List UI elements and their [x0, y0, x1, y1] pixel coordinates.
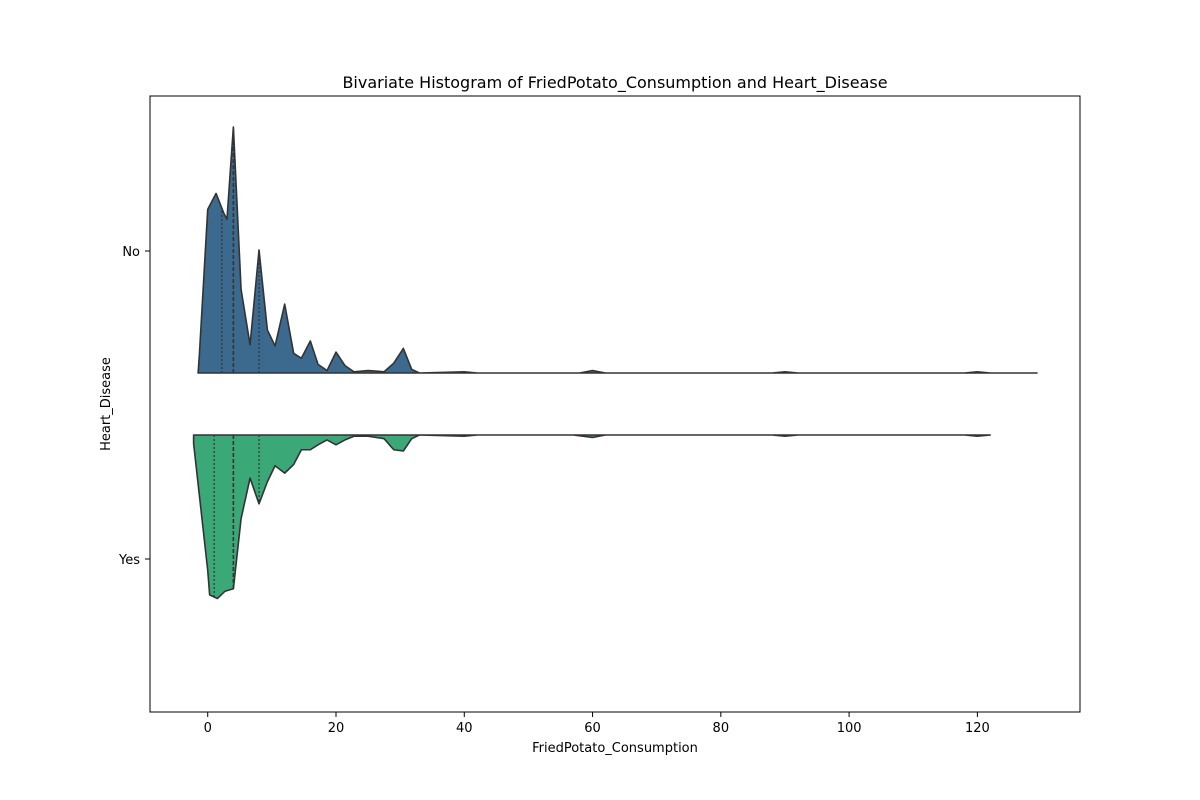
x-tick-label: 120 [965, 721, 990, 736]
x-tick-label: 60 [584, 721, 601, 736]
x-tick-label: 40 [456, 721, 473, 736]
violin-no [197, 126, 1038, 374]
violin-yes [192, 434, 992, 600]
y-tick-label-no: No [122, 245, 140, 260]
x-tick-label: 20 [328, 721, 345, 736]
y-ticks: No Yes [118, 245, 150, 568]
axes-frame [149, 95, 1081, 713]
y-tick-label-yes: Yes [118, 553, 140, 568]
x-tick-label: 0 [204, 721, 212, 736]
x-tick-label: 100 [837, 721, 862, 736]
y-axis-label: Heart_Disease [99, 357, 114, 451]
x-ticks: 0 20 40 60 80 100 120 [204, 712, 990, 736]
x-axis-label: FriedPotato_Consumption [532, 741, 698, 756]
chart-title: Bivariate Histogram of FriedPotato_Consu… [342, 73, 887, 93]
x-tick-label: 80 [713, 721, 730, 736]
violins-layer [192, 126, 1038, 600]
